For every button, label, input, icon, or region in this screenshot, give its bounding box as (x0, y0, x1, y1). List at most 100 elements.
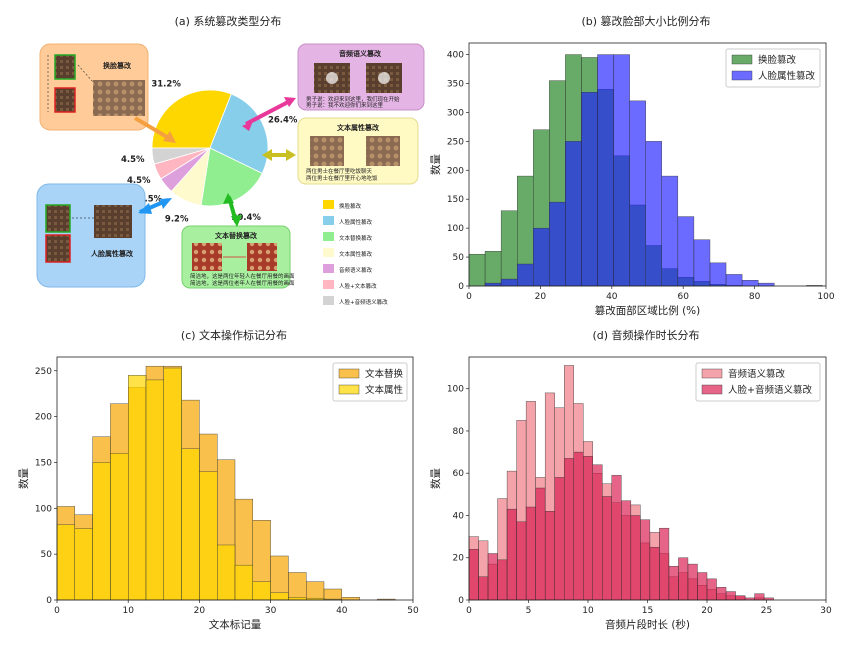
y-tick-label: 200 (35, 413, 52, 423)
panel-d-histogram: (d) 音频操作时长分布 0 5 10 15 20 25 30 0 20 40 60 80 100 音频片… (429, 328, 832, 631)
x-tick-label: 40 (336, 606, 348, 616)
histogram-bar (573, 451, 584, 601)
histogram-bar (145, 379, 164, 601)
x-tick-label: 0 (466, 292, 472, 302)
histogram-bar (517, 263, 534, 287)
histogram-bar (706, 578, 717, 601)
callout-text-swap-title: 文本替换篡改 (215, 231, 258, 240)
text-swap-caption-2: 简洁地，这是两位老年人在餐厅用餐的画面 (190, 279, 295, 287)
histogram-bar (56, 524, 75, 601)
pie-legend-swatch (323, 264, 334, 273)
arrow-head-text-attr (262, 149, 272, 161)
face-attr-source-photo (45, 204, 71, 233)
histogram-bar (163, 367, 182, 601)
text-swap-caption-1: 简洁地，这是两位年轻人在餐厅用餐的画面 (190, 272, 295, 280)
histogram-bar (484, 282, 502, 287)
pie-legend-label: 人脸属性篡改 (339, 218, 373, 226)
arrow-head-face-attr (138, 203, 152, 214)
histogram-bar (525, 506, 536, 601)
audio-caption-2: 男子说：我不欢迎你们来到这里 (306, 101, 384, 109)
callout-audio-title: 音频语义篡改 (339, 49, 382, 58)
callout-face-swap-title: 换脸篡改 (103, 61, 132, 70)
pie-slice (151, 147, 211, 165)
text-attr-caption-2: 两位男士在餐厅里开心地吃饭 (306, 174, 378, 182)
legend-label: 人脸属性篡改 (758, 70, 816, 82)
arrow-head-face-swap (163, 131, 176, 143)
panel-c-histogram: (c) 文本操作标记分布 0 10 20 30 40 50 0 50 100 150 200 250 文… (17, 328, 419, 631)
y-tick-label: 0 (46, 596, 52, 606)
y-tick-label: 50 (453, 253, 465, 263)
histogram-bar (487, 553, 498, 601)
x-tick-label: 30 (265, 606, 277, 616)
face-attr-result-photo (94, 205, 132, 238)
legend-label: 文本属性 (365, 384, 404, 396)
histogram-bar (754, 593, 765, 601)
panel-d-title: (d) 音频操作时长分布 (592, 328, 699, 342)
x-tick-label: 50 (407, 606, 419, 616)
text-attr-photo-1 (310, 136, 344, 166)
face-swap-result-photo (93, 80, 145, 116)
arrow-audio (245, 99, 291, 126)
histogram-bar (581, 91, 598, 287)
y-tick-label: 100 (35, 504, 52, 514)
callout-text-swap: 文本替换篡改 简洁地，这是两位年轻人在餐厅用餐的画面 简洁地，这是两位老年人在餐… (181, 225, 295, 289)
histogram-bar (735, 595, 746, 601)
y-tick-label: 250 (35, 367, 52, 377)
panel-c-title: (c) 文本操作标记分布 (181, 328, 287, 342)
histogram-bar (693, 239, 711, 287)
histogram-bar (592, 464, 603, 601)
pie-slice (209, 93, 269, 174)
legend-label: 音频语义篡改 (728, 368, 786, 380)
histogram-bar (74, 528, 93, 601)
histogram-bar (757, 282, 775, 287)
legend-swatch (338, 368, 360, 379)
x-tick-label: 10 (122, 606, 134, 616)
y-tick-label: 60 (453, 469, 465, 479)
histogram-bar (668, 565, 679, 601)
histogram-bar (544, 511, 555, 601)
x-tick-label: 40 (606, 292, 618, 302)
y-axis-label: 数量 (429, 468, 442, 489)
pie-slice (151, 89, 232, 149)
histogram-bar (323, 588, 342, 601)
histogram-bar (678, 557, 689, 601)
histogram-bar (630, 515, 641, 601)
axes-frame (56, 356, 414, 601)
x-tick-label: 30 (820, 606, 832, 616)
histogram-bar (661, 175, 679, 287)
y-tick-label: 50 (41, 550, 53, 560)
pie-legend: 换脸篡改人脸属性篡改文本替换篡改文本属性篡改音频语义篡改人脸+文本篡改人脸+音频… (323, 200, 388, 306)
x-tick-label: 10 (582, 606, 594, 616)
face-swap-target-photo (54, 87, 76, 113)
histogram-bar (252, 581, 271, 601)
histogram-bar (92, 462, 111, 601)
callout-arrows (133, 97, 296, 227)
histogram-bar (621, 500, 632, 601)
callout-text-attr: 文本属性篡改 两位男士在餐厅里吃饭聊天 两位男士在餐厅里开心地吃饭 (297, 117, 419, 185)
histogram-bar (468, 549, 479, 601)
pie-pct-label: 9.2% (165, 215, 189, 225)
callout-text-attr-box (297, 117, 419, 185)
histogram-bar (484, 251, 502, 287)
histogram-bar (725, 274, 743, 287)
y-tick-label: 400 (447, 51, 464, 61)
pie-legend-swatch (323, 296, 334, 305)
face-swap-source-photo (54, 54, 76, 80)
legend-label: 换脸篡改 (758, 54, 797, 66)
y-tick-label: 0 (458, 282, 464, 292)
pie-legend-swatch (323, 232, 334, 241)
histogram-bar (468, 253, 486, 287)
y-tick-label: 150 (447, 195, 464, 205)
x-tick-label: 0 (54, 606, 60, 616)
histogram-bar (234, 564, 253, 601)
pie-legend-label: 人脸+音频语义篡改 (339, 298, 388, 306)
histogram-bar (306, 581, 325, 601)
legend-label: 人脸+音频语义篡改 (728, 384, 812, 396)
x-tick-label: 15 (642, 606, 653, 616)
pie-legend-label: 文本替换篡改 (339, 234, 373, 242)
pie-pct-labels: 31.2% 26.4% 20.4% 9.2% 4.5% 4.5% 4.5% (121, 80, 298, 225)
histogram-bar (565, 141, 582, 287)
x-tick-label: 20 (194, 606, 206, 616)
histogram-bar (697, 572, 708, 601)
